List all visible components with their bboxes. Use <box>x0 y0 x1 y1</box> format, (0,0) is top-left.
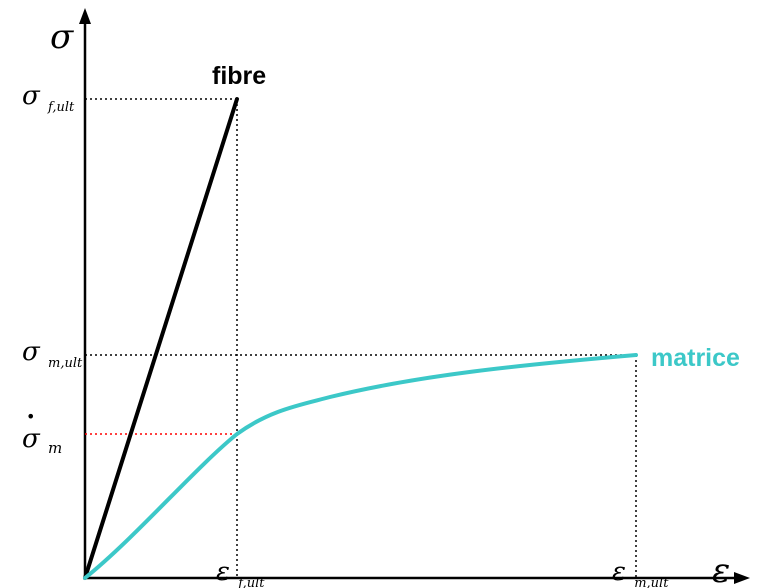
y-axis-arrowhead <box>79 8 91 24</box>
x-axis-arrowhead <box>734 572 750 584</box>
sigma-m-star-base: σ <box>22 424 41 454</box>
eps-f-ult-base: ε <box>216 557 230 587</box>
eps-m-ult-sub: m,ult <box>634 576 669 588</box>
eps-m-ult-label: ε m,ult <box>612 557 669 588</box>
matrice-curve <box>83 353 638 580</box>
sigma-f-ult-base: σ <box>22 81 41 111</box>
eps-f-ult-sub: f,ult <box>237 576 265 588</box>
fibre-curve <box>83 97 239 580</box>
matrice-label: matrice <box>651 344 740 372</box>
sigma-m-ult-base: σ <box>22 337 41 367</box>
sigma-m-star-label: σ m <box>22 424 62 457</box>
sigma-m-star-mark: • <box>26 407 35 426</box>
eps-f-ult-label: ε f,ult <box>216 557 265 588</box>
y-axis-symbol: σ <box>50 17 74 57</box>
x-axis-symbol: ε <box>712 551 730 588</box>
sigma-m-star-sub: m <box>48 439 62 457</box>
fibre-label: fibre <box>212 62 266 90</box>
eps-m-ult-base: ε <box>612 557 626 587</box>
sigma-m-ult-label: σ m,ult <box>22 337 83 371</box>
sigma-m-ult-sub: m,ult <box>48 356 83 371</box>
sigma-f-ult-sub: f,ult <box>47 100 75 115</box>
sigma-f-ult-label: σ f,ult <box>22 81 75 115</box>
